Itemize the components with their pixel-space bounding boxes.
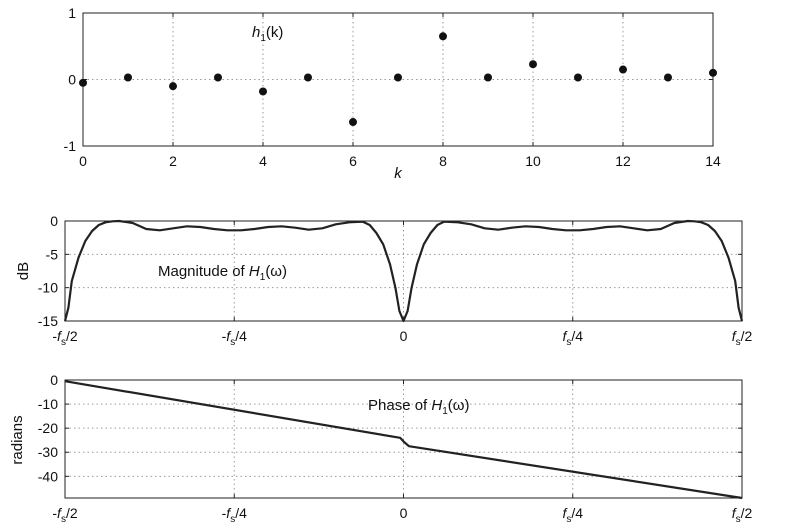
data-point bbox=[574, 73, 582, 82]
data-point bbox=[304, 73, 312, 82]
data-point bbox=[484, 73, 492, 82]
plot-annotation: Magnitude of H1(ω) bbox=[158, 263, 287, 283]
x-tick-label: fs/2 bbox=[732, 328, 753, 348]
data-point bbox=[709, 68, 717, 77]
data-point bbox=[619, 65, 627, 74]
y-axis-label: radians bbox=[9, 415, 26, 464]
y-tick-label: -30 bbox=[38, 444, 58, 460]
y-tick-label: -5 bbox=[46, 246, 59, 262]
data-point bbox=[394, 73, 402, 82]
x-axis-label: k bbox=[394, 165, 403, 182]
plot-annotation: Phase of H1(ω) bbox=[368, 397, 470, 417]
x-tick-label: 10 bbox=[525, 153, 541, 169]
x-tick-label: fs/4 bbox=[562, 505, 583, 525]
x-tick-label: 8 bbox=[439, 153, 447, 169]
data-point bbox=[169, 82, 177, 91]
x-tick-label: 6 bbox=[349, 153, 357, 169]
x-tick-label: -fs/4 bbox=[222, 328, 247, 348]
x-tick-label: 4 bbox=[259, 153, 267, 169]
data-point bbox=[214, 73, 222, 82]
series-line bbox=[64, 380, 743, 500]
x-tick-label: 0 bbox=[79, 153, 87, 169]
x-tick-label: 12 bbox=[615, 153, 631, 169]
data-point bbox=[79, 78, 87, 87]
y-tick-label: 1 bbox=[68, 5, 76, 21]
series-line bbox=[63, 219, 744, 323]
y-tick-label: -20 bbox=[38, 420, 58, 436]
x-tick-label: 0 bbox=[400, 505, 408, 521]
y-tick-label: 0 bbox=[50, 213, 58, 229]
data-point bbox=[349, 118, 357, 127]
plot-annotation: h1(k) bbox=[252, 24, 283, 44]
x-tick-label: fs/2 bbox=[732, 505, 753, 525]
data-point bbox=[529, 60, 537, 69]
data-point bbox=[124, 73, 132, 82]
y-axis-label: dB bbox=[15, 262, 32, 280]
y-tick-label: 0 bbox=[50, 372, 58, 388]
data-point bbox=[259, 87, 267, 96]
y-tick-label: -40 bbox=[38, 468, 58, 484]
x-tick-label: 2 bbox=[169, 153, 177, 169]
magnitude-response-plot: 0 -5 -10 -15-fs/2 -fs/4 0 fs/4 fs/2 dB Magnitude … bbox=[15, 213, 752, 348]
y-tick-label: -15 bbox=[38, 313, 58, 329]
y-tick-label: -1 bbox=[64, 138, 77, 154]
x-tick-label: -fs/4 bbox=[222, 505, 247, 525]
y-tick-label: -10 bbox=[38, 396, 58, 412]
y-tick-label: 0 bbox=[68, 72, 76, 88]
x-tick-label: fs/4 bbox=[562, 328, 583, 348]
x-tick-label: 14 bbox=[705, 153, 721, 169]
y-tick-label: -10 bbox=[38, 280, 58, 296]
data-point bbox=[439, 32, 447, 41]
x-tick-label: -fs/2 bbox=[52, 328, 77, 348]
data-point bbox=[664, 73, 672, 82]
x-tick-label: 0 bbox=[400, 328, 408, 344]
phase-response-plot: 0 -10 -20 -30 -40 -fs/2 -fs/4 0 fs/4 fs/2 radians P… bbox=[9, 372, 752, 525]
x-tick-label: -fs/2 bbox=[52, 505, 77, 525]
